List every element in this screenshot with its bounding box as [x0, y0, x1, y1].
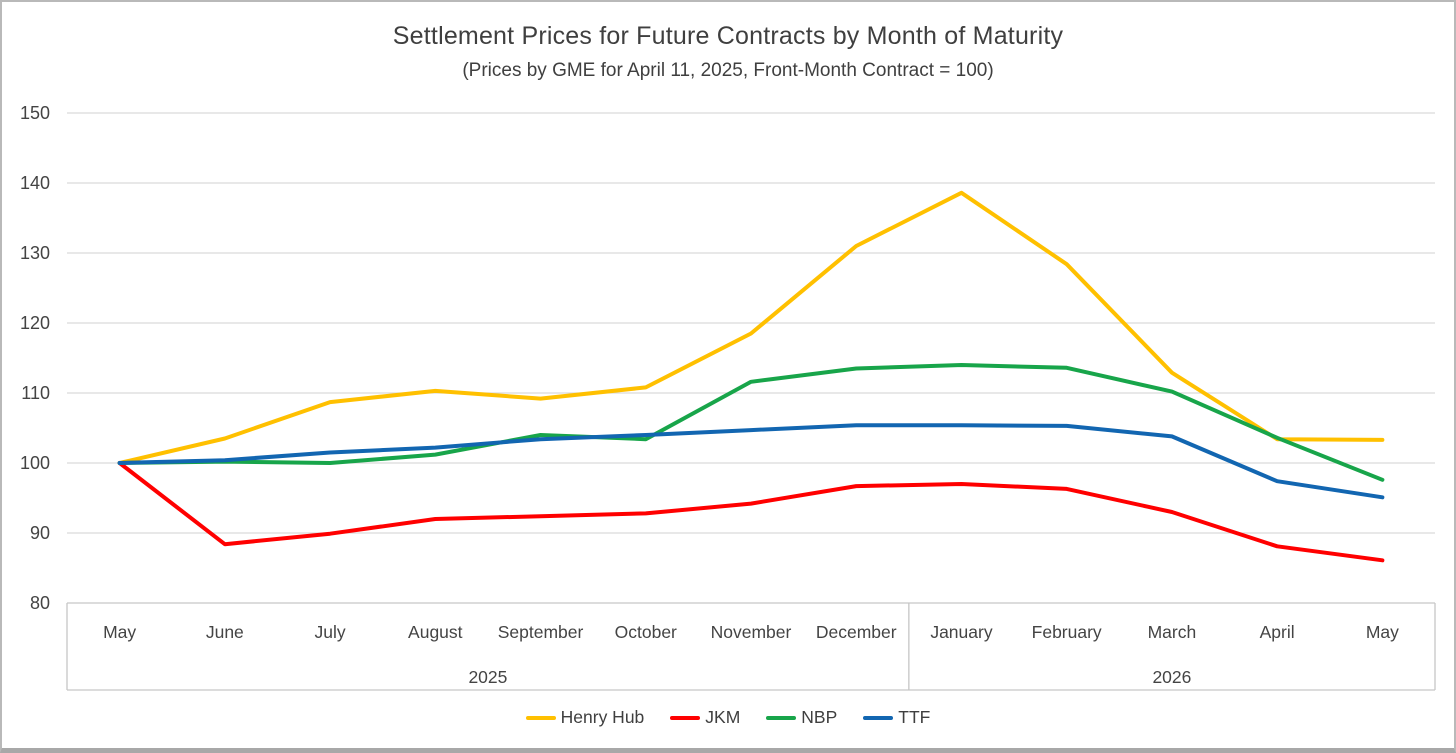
legend: Henry Hub JKM NBP TTF: [2, 707, 1454, 728]
y-axis-tick-label: 110: [21, 383, 50, 403]
y-axis-tick-label: 130: [19, 243, 50, 263]
legend-label: NBP: [801, 707, 838, 727]
chart-title: Settlement Prices for Future Contracts b…: [392, 22, 1064, 50]
x-axis-year-label: 2026: [1152, 667, 1192, 687]
x-axis-year-label: 2025: [468, 667, 508, 687]
x-axis-month-label: July: [314, 622, 346, 642]
x-axis-month-label: June: [205, 622, 244, 642]
x-axis-month-label: March: [1147, 622, 1197, 642]
x-axis-month-label: September: [497, 622, 584, 642]
legend-swatch: [863, 715, 894, 720]
x-axis-month-label: January: [930, 622, 993, 642]
series-line-henry-hub: [117, 190, 1385, 465]
y-axis-tick-label: 150: [19, 103, 50, 123]
legend-item-ttf: TTF: [863, 707, 930, 728]
series-line-ttf: [117, 423, 1385, 500]
x-axis-month-label: May: [103, 622, 137, 642]
y-axis-tick-label: 90: [29, 523, 50, 543]
chart-subtitle: (Prices by GME for April 11, 2025, Front…: [462, 60, 994, 81]
legend-swatch: [525, 715, 556, 720]
legend-swatch: [766, 715, 797, 720]
y-axis-tick-label: 100: [19, 453, 50, 473]
x-axis-month-label: February: [1031, 622, 1102, 642]
legend-label: TTF: [898, 707, 931, 727]
legend-swatch: [670, 715, 701, 720]
legend-item-jkm: JKM: [670, 707, 740, 728]
x-axis-month-label: December: [815, 622, 897, 642]
legend-item-henry-hub: Henry Hub: [525, 707, 645, 728]
y-axis-tick-label: 80: [29, 593, 50, 613]
x-axis-month-label: November: [710, 622, 792, 642]
y-axis-tick-label: 120: [19, 313, 50, 333]
series-line-nbp: [117, 363, 1385, 482]
x-axis-month-label: August: [408, 622, 463, 642]
legend-item-nbp: NBP: [766, 707, 837, 728]
legend-label: JKM: [705, 707, 741, 727]
x-axis-month-label: October: [614, 622, 677, 642]
y-axis-tick-label: 140: [19, 173, 50, 193]
series-line-jkm: [117, 461, 1385, 563]
x-axis-month-label: May: [1365, 622, 1399, 642]
legend-label: Henry Hub: [560, 707, 645, 727]
x-axis-month-label: April: [1259, 622, 1295, 642]
